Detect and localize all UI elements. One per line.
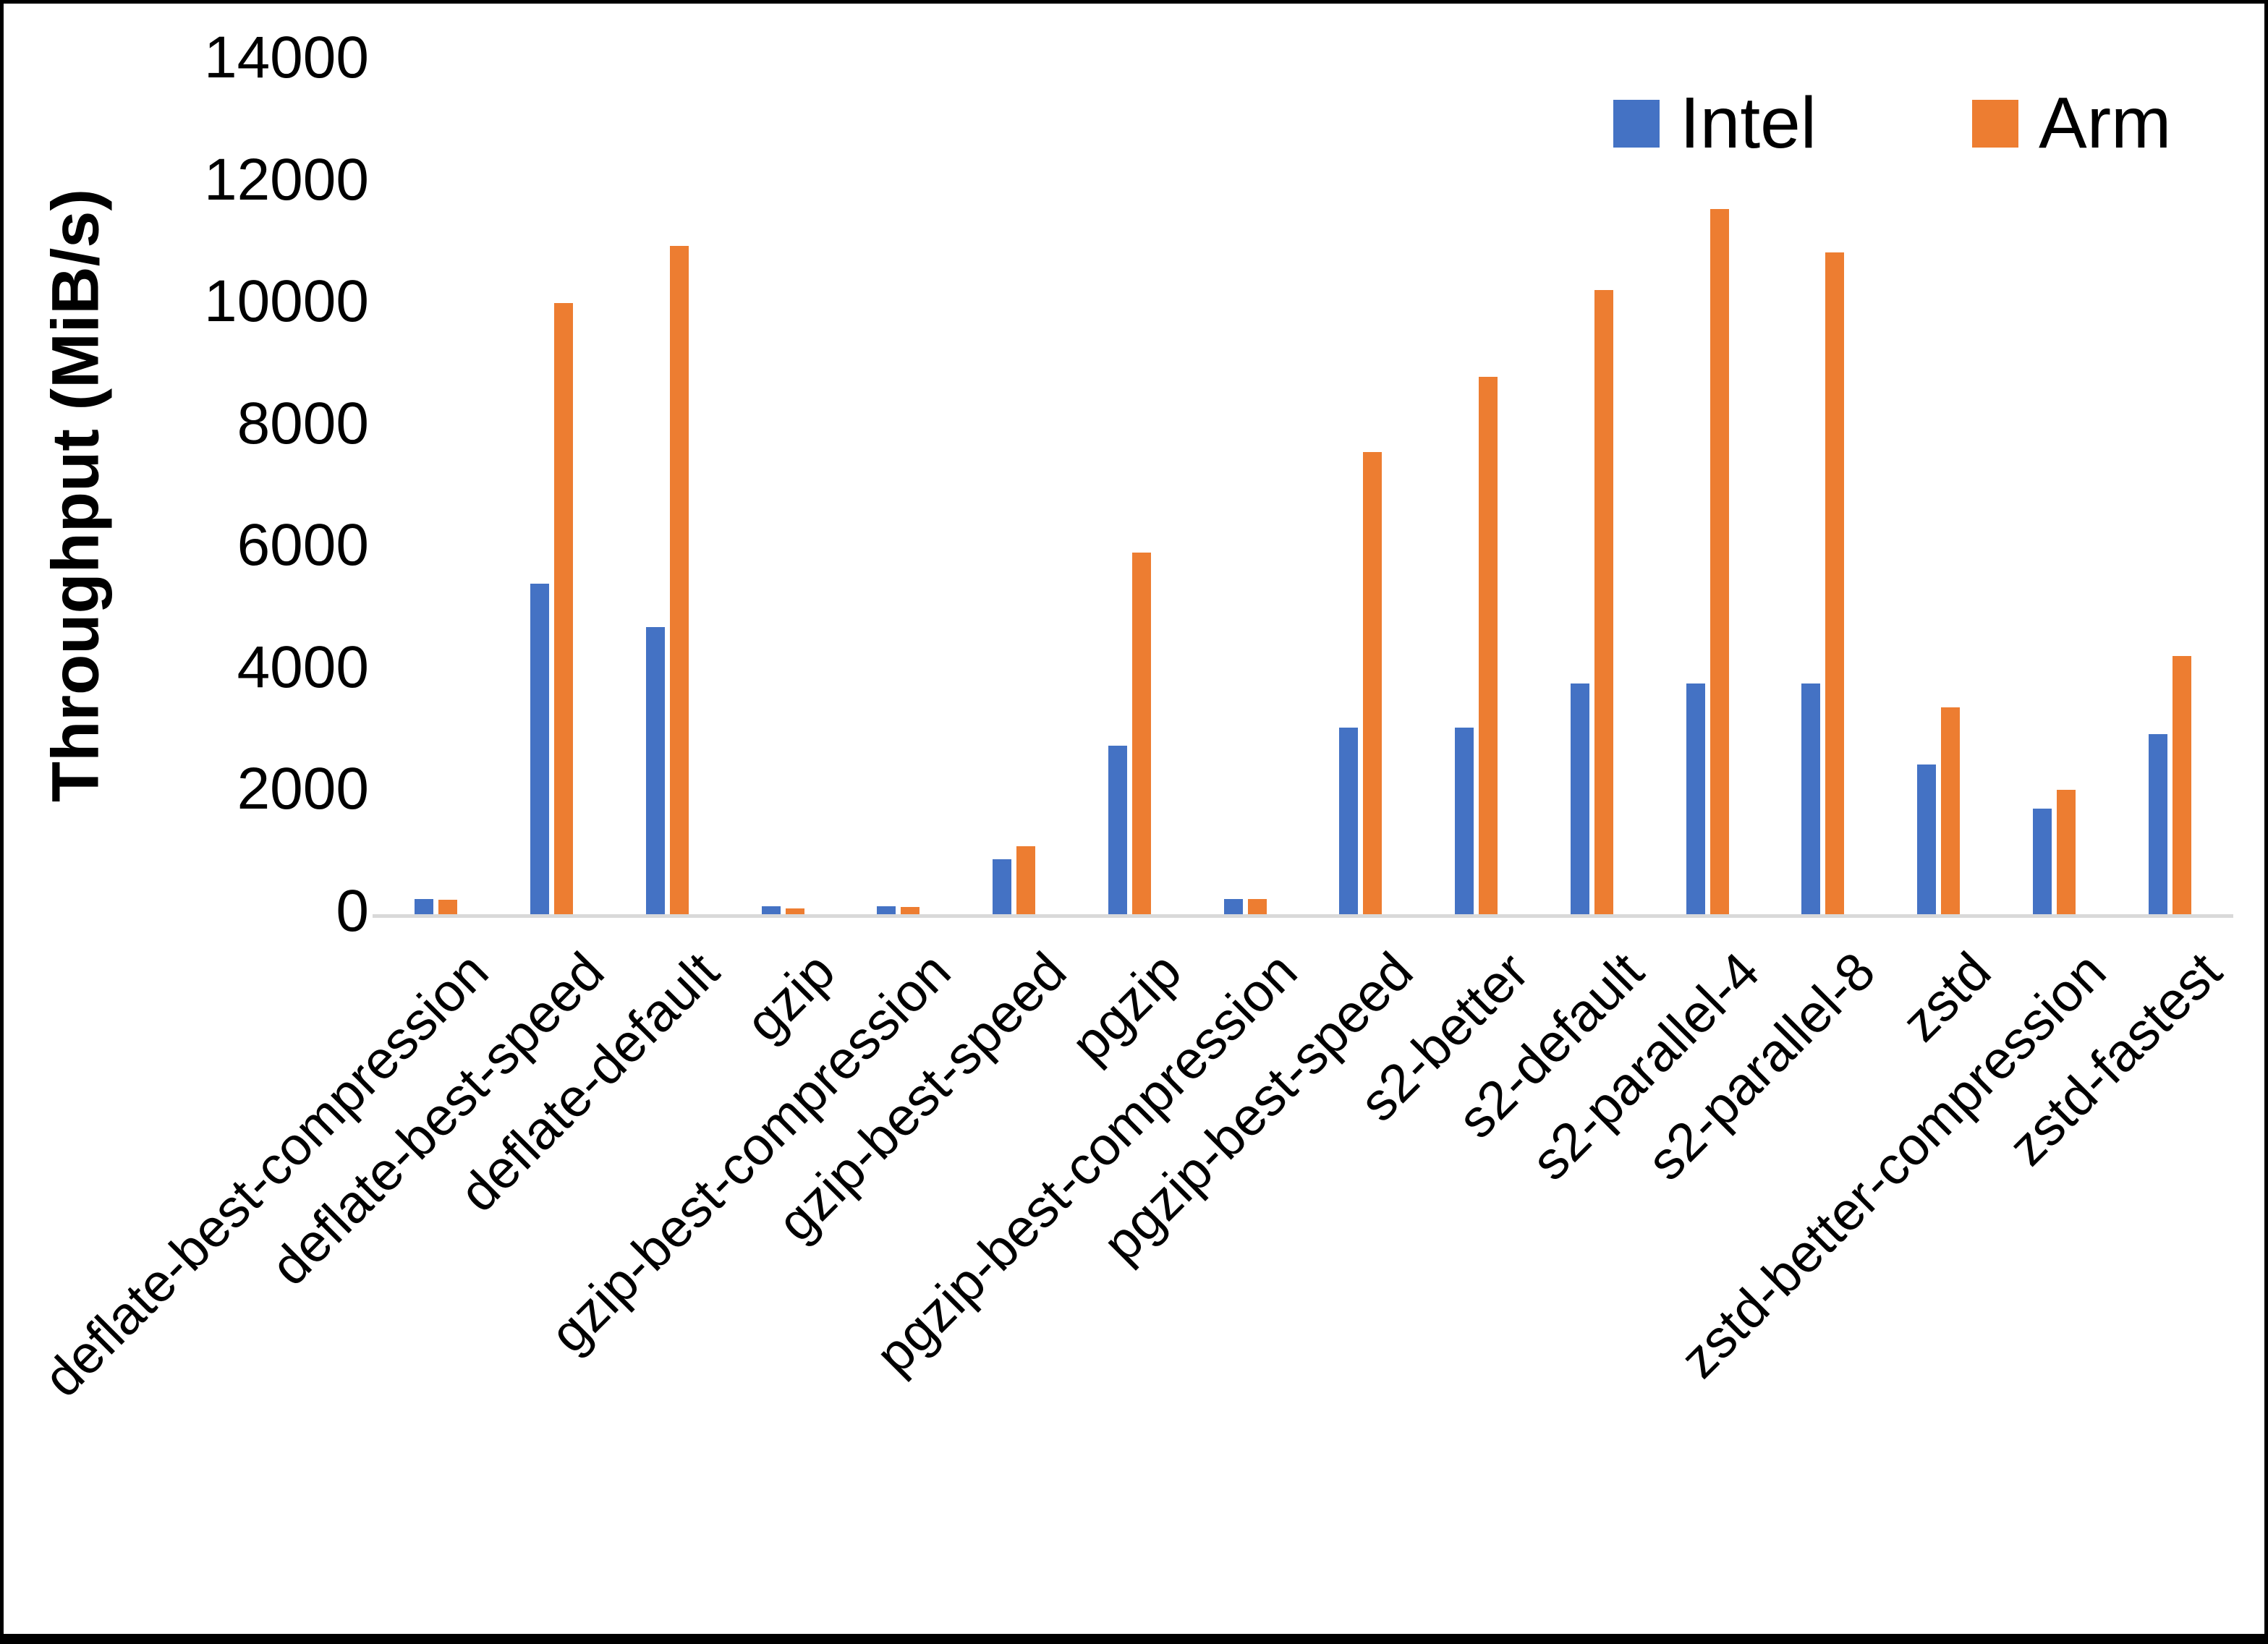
y-tick-label: 14000 bbox=[203, 25, 369, 91]
bar-intel-gzip-best-speed bbox=[993, 859, 1012, 914]
bar-intel-gzip-best-compression bbox=[877, 906, 896, 914]
bar-group-zstd bbox=[1881, 61, 1997, 914]
legend-item-intel: Intel bbox=[1613, 82, 1817, 165]
bar-arm-deflate-default bbox=[669, 246, 689, 914]
bar-intel-zstd-better-compression bbox=[2032, 809, 2052, 914]
bar-group-deflate-best-speed bbox=[494, 61, 610, 914]
bar-arm-gzip bbox=[785, 908, 804, 914]
bar-intel-pgzip-best-speed bbox=[1339, 728, 1359, 914]
category-label-deflate-best-compression: deflate-best-compression bbox=[32, 940, 500, 1408]
legend-label-intel: Intel bbox=[1680, 82, 1817, 163]
legend-label-arm: Arm bbox=[2039, 82, 2172, 163]
bar-group-zstd-fastest bbox=[2112, 61, 2227, 914]
bar-group-pgzip-best-compression bbox=[1187, 61, 1303, 914]
bar-group-pgzip-best-speed bbox=[1303, 61, 1419, 914]
bar-arm-s2-better bbox=[1479, 377, 1498, 914]
bar-intel-deflate-best-speed bbox=[530, 584, 550, 914]
bar-group-gzip-best-speed bbox=[956, 61, 1072, 914]
bar-group-s2-default bbox=[1534, 61, 1650, 914]
bar-intel-pgzip bbox=[1108, 746, 1127, 914]
bar-intel-deflate-best-compression bbox=[415, 899, 434, 914]
bar-arm-gzip-best-compression bbox=[901, 907, 920, 914]
bar-intel-pgzip-best-compression bbox=[1223, 899, 1243, 914]
bar-arm-deflate-best-speed bbox=[554, 303, 574, 914]
bar-arm-pgzip bbox=[1131, 553, 1151, 914]
bar-intel-zstd bbox=[1917, 764, 1937, 914]
y-tick-label: 10000 bbox=[203, 268, 369, 335]
y-tick-label: 0 bbox=[336, 878, 369, 945]
bar-arm-zstd-fastest bbox=[2172, 656, 2191, 914]
bar-arm-s2-parallel-4 bbox=[1710, 209, 1729, 914]
bar-intel-s2-parallel-4 bbox=[1686, 683, 1705, 914]
bar-group-s2-parallel-8 bbox=[1765, 61, 1881, 914]
bar-arm-gzip-best-speed bbox=[1016, 846, 1036, 914]
y-tick-label: 6000 bbox=[237, 512, 369, 579]
bar-group-zstd-better-compression bbox=[1997, 61, 2112, 914]
bar-group-pgzip bbox=[1072, 61, 1188, 914]
y-tick-label: 8000 bbox=[237, 390, 369, 456]
bar-intel-s2-better bbox=[1455, 728, 1474, 914]
legend: Intel Arm bbox=[1613, 82, 2171, 165]
bar-group-s2-better bbox=[1419, 61, 1534, 914]
x-axis-line bbox=[373, 914, 2233, 918]
legend-item-arm: Arm bbox=[1972, 82, 2171, 165]
bar-group-deflate-best-compression bbox=[378, 61, 494, 914]
legend-swatch-intel bbox=[1613, 99, 1660, 148]
bar-intel-gzip bbox=[761, 906, 781, 914]
bar-group-gzip-best-compression bbox=[841, 61, 956, 914]
bar-intel-zstd-fastest bbox=[2148, 734, 2167, 914]
bar-group-gzip bbox=[725, 61, 841, 914]
legend-swatch-arm bbox=[1972, 99, 2019, 148]
bar-group-deflate-default bbox=[610, 61, 726, 914]
bar-arm-zstd bbox=[1941, 707, 1961, 914]
bar-arm-s2-default bbox=[1594, 290, 1613, 914]
bar-arm-s2-parallel-8 bbox=[1825, 252, 1845, 914]
bar-intel-deflate-default bbox=[645, 627, 665, 914]
bar-arm-pgzip-best-speed bbox=[1363, 452, 1383, 914]
y-tick-label: 2000 bbox=[237, 756, 369, 822]
y-tick-label: 12000 bbox=[203, 146, 369, 213]
bar-intel-s2-parallel-8 bbox=[1801, 683, 1821, 914]
bar-intel-s2-default bbox=[1570, 683, 1589, 914]
bar-arm-deflate-best-compression bbox=[438, 900, 458, 914]
bar-arm-zstd-better-compression bbox=[2056, 790, 2076, 914]
bar-group-s2-parallel-4 bbox=[1649, 61, 1765, 914]
y-tick-label: 4000 bbox=[237, 634, 369, 701]
bar-arm-pgzip-best-compression bbox=[1247, 899, 1267, 914]
